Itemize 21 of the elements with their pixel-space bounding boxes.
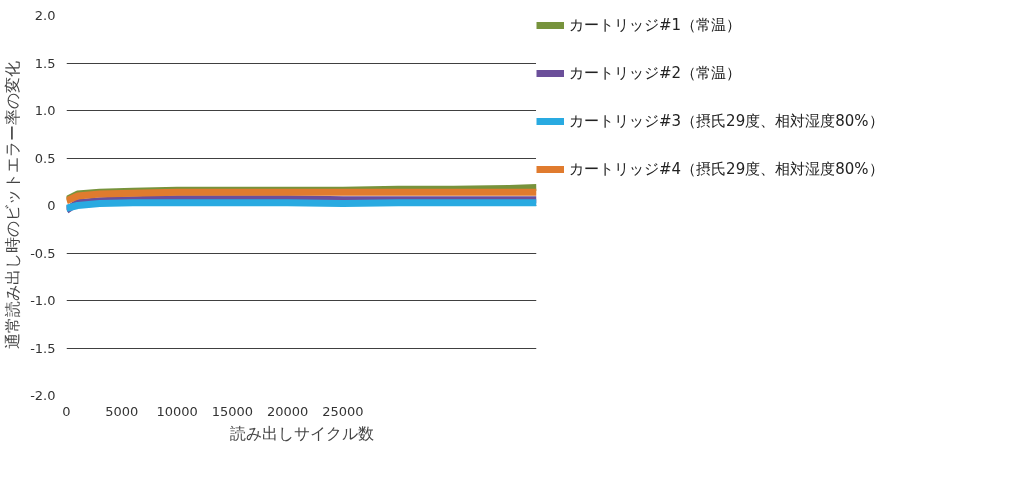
- legend-label: カートリッジ#2（常温）: [569, 63, 742, 83]
- y-tick-label: -1.0: [30, 293, 56, 308]
- y-tick-label: -2.0: [30, 388, 56, 403]
- legend-label: カートリッジ#1（常温）: [569, 15, 742, 35]
- y-tick-label: 1.0: [34, 103, 56, 118]
- x-tick-label: 5000: [105, 403, 139, 419]
- x-tick-label: 20000: [267, 403, 309, 419]
- y-tick-label: 0.5: [34, 150, 56, 166]
- y-axis-title: 通常読み出し時のビットエラー率の変化: [3, 61, 23, 350]
- y-tick-label: 2.0: [34, 8, 56, 23]
- y-tick-label: 0: [47, 198, 56, 213]
- x-tick-label: 15000: [211, 403, 254, 419]
- x-axis-title: 読み出しサイクル数: [229, 423, 374, 443]
- y-tick-label: 1.5: [34, 55, 56, 71]
- x-tick-label: 25000: [322, 403, 364, 419]
- legend-label: カートリッジ#4（摂氏29度、相対湿度80%）: [569, 159, 884, 179]
- legend-label: カートリッジ#3（摂氏29度、相対湿度80%）: [569, 111, 884, 131]
- x-tick-label: 10000: [156, 403, 198, 419]
- y-tick-label: -1.5: [30, 340, 56, 356]
- y-tick-label: -0.5: [30, 245, 56, 261]
- x-tick-label: 0: [62, 403, 71, 419]
